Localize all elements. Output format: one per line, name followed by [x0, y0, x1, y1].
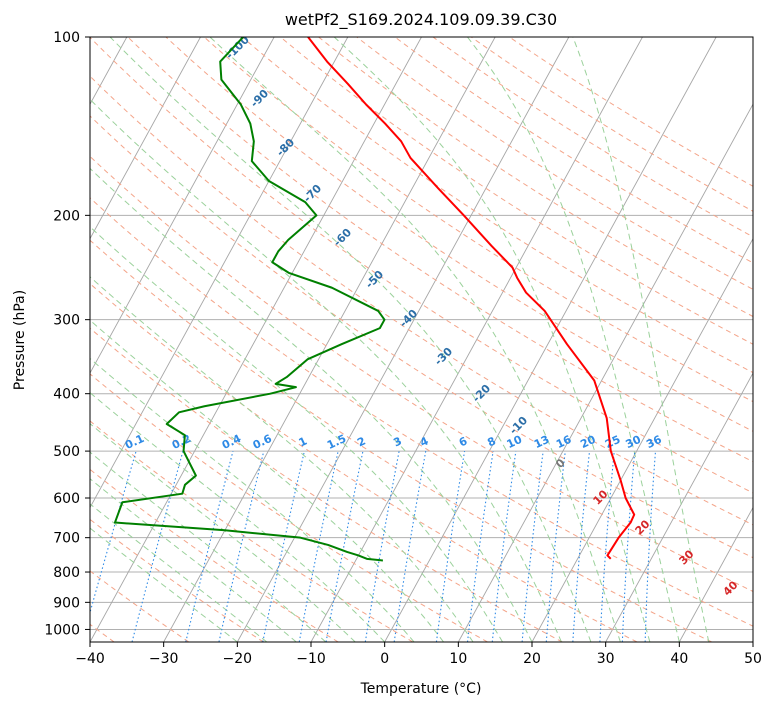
- mixing-ratio-line: [545, 451, 566, 642]
- isotherm-line: [678, 506, 753, 642]
- moist-adiabat-line: [109, 37, 592, 642]
- moist-adiabat-line: [90, 527, 238, 642]
- mixing-ratio-label: 36: [644, 433, 664, 451]
- isotherm-line: [90, 37, 422, 642]
- mixing-ratio-line: [435, 451, 466, 642]
- y-tick-label: 400: [53, 387, 80, 403]
- x-tick-label: −10: [296, 651, 326, 667]
- moist-adiabat-line: [90, 98, 562, 642]
- dry-adiabat-line: [165, 37, 753, 432]
- mixing-ratio-line: [262, 450, 305, 642]
- moist-adiabat-line: [90, 503, 268, 642]
- dry-adiabat-line: [90, 468, 339, 642]
- y-tick-label: 500: [53, 444, 80, 460]
- dry-adiabat-line: [203, 37, 753, 403]
- isotherm-line: [384, 37, 717, 642]
- mixing-ratio-line: [491, 451, 517, 642]
- dewpoint-profile-line: [113, 37, 386, 562]
- dry-adiabat-line: [90, 155, 753, 593]
- moist-adiabat-line: [90, 423, 356, 642]
- isotherm-line: [531, 237, 753, 642]
- dry-adiabat-line: [394, 37, 753, 264]
- dry-adiabat-line: [90, 420, 414, 642]
- moist-adiabat-line: [90, 276, 474, 642]
- dry-adiabat-line: [90, 283, 638, 642]
- y-tick-label: 1000: [44, 622, 80, 638]
- x-tick-label: −30: [149, 651, 179, 667]
- mixing-ratio-label: 13: [532, 433, 551, 451]
- x-tick-label: 40: [670, 651, 688, 667]
- y-tick-label: 100: [53, 30, 80, 46]
- isotherm-line: [310, 37, 643, 642]
- mixing-ratio-label: 10: [505, 433, 525, 451]
- x-tick-label: 20: [523, 651, 541, 667]
- moist-adiabat-line: [90, 319, 444, 642]
- mixing-ratio-line: [90, 450, 137, 615]
- temperature-profile-line: [307, 37, 636, 560]
- mixing-ratio-label: 16: [554, 433, 574, 451]
- mixing-ratio-line: [521, 451, 544, 642]
- plot-area: 0.1 0.2 0.4 0.6 1 1.5 2 3 4 6 8 10 13 16 20 25 30 36-100-…: [90, 37, 753, 642]
- y-tick-label: 600: [53, 491, 80, 507]
- y-tick-label: 900: [53, 595, 80, 611]
- dry-adiabat-line: [90, 327, 563, 642]
- dry-adiabat-line: [90, 115, 753, 559]
- isotherm-line: [90, 37, 201, 240]
- moist-adiabat-line: [90, 451, 327, 642]
- y-tick-label: 300: [53, 313, 80, 329]
- x-tick-label: 0: [380, 651, 389, 667]
- isotherm-line: [163, 37, 496, 642]
- y-axis-label: Pressure (hPa): [12, 290, 28, 390]
- dry-adiabat-line: [280, 37, 753, 345]
- y-tick-label: 800: [53, 565, 80, 581]
- mixing-ratio-line: [185, 450, 234, 642]
- moist-adiabat-line: [90, 392, 386, 642]
- dry-adiabat-line: [90, 197, 753, 627]
- mixing-ratio-line: [218, 450, 265, 642]
- isotherm-line: [605, 372, 753, 642]
- moist-adiabat-line: [90, 478, 297, 642]
- x-tick-label: −40: [75, 651, 105, 667]
- moist-adiabat-line: [209, 37, 621, 642]
- moist-adiabat-line: [333, 37, 651, 642]
- plot-frame: [89, 36, 754, 643]
- isotherm-line: [236, 37, 570, 642]
- axes: −40 −30 −20 −10 0 10 20 30 40 50 100 200 300 400 500 60…: [44, 30, 762, 667]
- moist-adiabat-line: [572, 37, 710, 642]
- mixing-ratio-label: 30: [624, 433, 644, 451]
- x-tick-label: 10: [449, 651, 467, 667]
- isotherm-line: [90, 37, 349, 509]
- x-axis-label: Temperature (°C): [360, 681, 482, 697]
- mixing-ratio-label: 25: [603, 433, 622, 451]
- moist-adiabat-line: [90, 167, 533, 642]
- y-tick-label: 700: [53, 531, 80, 547]
- x-tick-label: 30: [597, 651, 615, 667]
- dry-adiabat-line: [432, 37, 753, 238]
- moist-adiabat-line: [90, 226, 503, 642]
- chart-title: wetPf2_S169.2024.109.09.39.C30: [285, 10, 557, 30]
- x-tick-label: 50: [744, 651, 762, 667]
- mixing-ratio-label: 20: [578, 433, 598, 451]
- moist-adiabat-line: [467, 37, 680, 642]
- dry-adiabat-line: [241, 37, 753, 374]
- dry-adiabat-line: [90, 239, 712, 642]
- mixing-ratio-line: [466, 451, 494, 642]
- mixing-ratio-line: [572, 451, 591, 642]
- dry-adiabat-line: [90, 75, 753, 526]
- isotherm-line: [90, 37, 275, 375]
- x-tick-label: −20: [223, 651, 253, 667]
- y-tick-label: 200: [53, 208, 80, 224]
